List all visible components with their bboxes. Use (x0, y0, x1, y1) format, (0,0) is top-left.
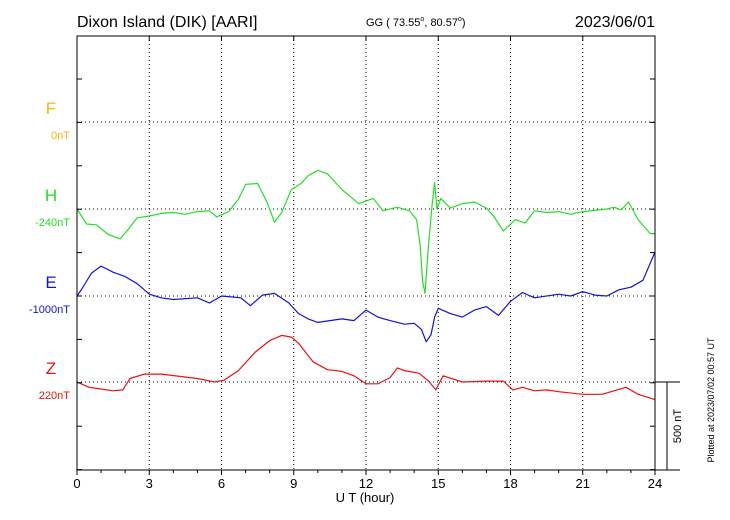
x-tick-label: 9 (290, 476, 297, 491)
grid-lines (77, 36, 655, 470)
x-tick-label: 6 (218, 476, 225, 491)
scale-bar: 500 nT (655, 381, 684, 471)
series-name-z: Z (46, 359, 56, 378)
coordinates: GG ( 73.55o, 80.57o) (366, 16, 466, 29)
x-tick-label: 3 (146, 476, 153, 491)
plotted-note: Plotted at 2023/07/02 00:57 UT (706, 337, 716, 463)
x-axis-label: U T (hour) (336, 490, 395, 505)
series-name-f: F (46, 99, 56, 118)
x-tick-label: 0 (73, 476, 80, 491)
series-line-e (76, 251, 656, 343)
series-baseline-z: 220nT (39, 390, 70, 402)
series-lines (76, 169, 656, 401)
series-name-h: H (45, 186, 57, 205)
series-baseline-e: -1000nT (29, 304, 70, 316)
series-line-h (76, 169, 655, 295)
date-label: 2023/06/01 (575, 14, 655, 31)
x-tick-label: 15 (431, 476, 445, 491)
series-name-e: E (45, 273, 56, 292)
x-tick-label: 24 (648, 476, 662, 491)
series-baseline-h: -240nT (35, 217, 70, 229)
x-tick-label: 21 (576, 476, 590, 491)
series-baseline-f: 0nT (51, 130, 70, 142)
axes: 0 3 6 9 12 15 18 21 24 (73, 35, 662, 491)
scale-bar-label: 500 nT (672, 409, 684, 444)
x-tick-label: 18 (503, 476, 517, 491)
x-tick-label: 12 (359, 476, 373, 491)
series-line-z (76, 334, 656, 401)
series-labels: F 0nT H -240nT E -1000nT Z 220nT (29, 99, 70, 402)
station-title: Dixon Island (DIK) [AARI] (77, 14, 258, 31)
